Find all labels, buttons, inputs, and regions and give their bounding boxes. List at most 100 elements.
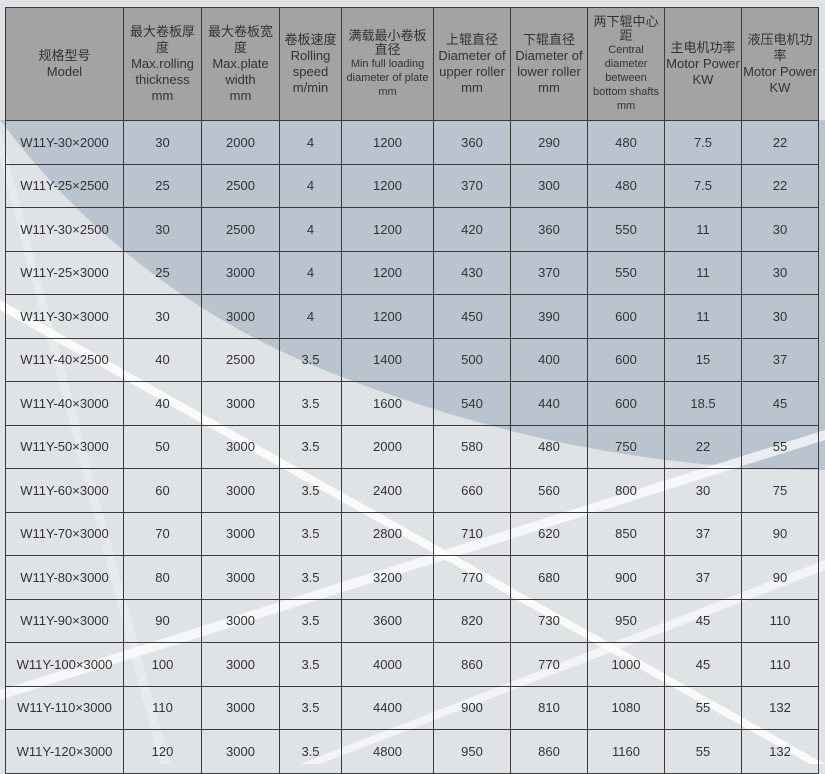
value-cell: 30 — [741, 250, 819, 295]
value-cell: 2400 — [341, 468, 434, 513]
value-cell: 3.5 — [279, 598, 342, 643]
value-cell: 90 — [123, 598, 202, 643]
value-cell: 4 — [279, 250, 342, 295]
column-header: 液压电机功率 Motor Power KW — [741, 7, 819, 121]
value-cell: 2800 — [341, 511, 434, 556]
header-cn: 卷板速度 — [284, 32, 337, 47]
value-cell: 30 — [741, 207, 819, 252]
value-cell: 3000 — [201, 642, 280, 687]
value-cell: 70 — [123, 511, 202, 556]
value-cell: 860 — [510, 729, 588, 774]
header-cn: 两下辊中心距 — [593, 14, 659, 43]
value-cell: 290 — [510, 120, 588, 165]
table-row: W11Y-60×3000 60 3000 3.5 2400 660 560 800 30 75 — [5, 468, 819, 513]
value-cell: 550 — [587, 250, 665, 295]
value-cell: 3.5 — [279, 642, 342, 687]
table-row: W11Y-40×2500 40 2500 3.5 1400 500 400 600 15 37 — [5, 337, 819, 382]
table-row: W11Y-90×3000 90 3000 3.5 3600 820 730 950 45 110 — [5, 598, 819, 643]
column-header: 最大卷板宽度 Max.plate width mm — [201, 7, 280, 121]
value-cell: 3.5 — [279, 337, 342, 382]
model-cell: W11Y-80×3000 — [5, 555, 124, 600]
table-row: W11Y-30×3000 30 3000 4 1200 450 390 600 11 30 — [5, 294, 819, 339]
header-en: Max.rolling thickness — [131, 56, 194, 87]
value-cell: 710 — [433, 511, 511, 556]
value-cell: 860 — [433, 642, 511, 687]
column-header: 卷板速度 Rolling speed m/min — [279, 7, 342, 121]
value-cell: 3000 — [201, 294, 280, 339]
header-unit: KW — [692, 72, 714, 87]
value-cell: 2000 — [341, 424, 434, 469]
header-en: Min full loading diameter of plate — [346, 58, 429, 84]
value-cell: 2500 — [201, 207, 280, 252]
header-cn: 规格型号 — [38, 48, 91, 63]
value-cell: 680 — [510, 555, 588, 600]
header-en: Diameter of upper roller — [438, 48, 506, 79]
value-cell: 900 — [433, 685, 511, 730]
value-cell: 25 — [123, 163, 202, 208]
value-cell: 4 — [279, 163, 342, 208]
value-cell: 2500 — [201, 163, 280, 208]
value-cell: 360 — [433, 120, 511, 165]
value-cell: 1200 — [341, 294, 434, 339]
table-row: W11Y-50×3000 50 3000 3.5 2000 580 480 750 22 55 — [5, 424, 819, 469]
value-cell: 90 — [741, 555, 819, 600]
model-cell: W11Y-30×2000 — [5, 120, 124, 165]
value-cell: 440 — [510, 381, 588, 426]
header-en: Max.plate width — [212, 56, 269, 87]
header-en: Central diameter between bottom shafts — [592, 44, 660, 98]
value-cell: 3000 — [201, 555, 280, 600]
value-cell: 660 — [433, 468, 511, 513]
model-cell: W11Y-25×2500 — [5, 163, 124, 208]
column-header: 下辊直径 Diameter of lower roller mm — [510, 7, 588, 121]
header-en: Motor Power — [666, 56, 740, 71]
model-cell: W11Y-60×3000 — [5, 468, 124, 513]
value-cell: 4800 — [341, 729, 434, 774]
value-cell: 400 — [510, 337, 588, 382]
column-header: 最大卷板厚度 Max.rolling thickness mm — [123, 7, 202, 121]
value-cell: 4 — [279, 120, 342, 165]
value-cell: 30 — [123, 207, 202, 252]
value-cell: 3.5 — [279, 381, 342, 426]
value-cell: 430 — [433, 250, 511, 295]
value-cell: 3000 — [201, 598, 280, 643]
value-cell: 480 — [587, 163, 665, 208]
value-cell: 4 — [279, 294, 342, 339]
header-unit: KW — [769, 80, 791, 95]
header-cn: 最大卷板宽度 — [207, 24, 273, 55]
value-cell: 450 — [433, 294, 511, 339]
header-en: Motor Power — [743, 64, 817, 79]
model-cell: W11Y-25×3000 — [5, 250, 124, 295]
column-header: 两下辊中心距 Central diameter between bottom sh… — [587, 7, 665, 121]
header-en: Model — [46, 64, 83, 79]
value-cell: 730 — [510, 598, 588, 643]
value-cell: 3000 — [201, 381, 280, 426]
value-cell: 3.5 — [279, 468, 342, 513]
header-unit: mm — [538, 80, 560, 95]
value-cell: 120 — [123, 729, 202, 774]
value-cell: 1600 — [341, 381, 434, 426]
value-cell: 75 — [741, 468, 819, 513]
value-cell: 420 — [433, 207, 511, 252]
value-cell: 30 — [123, 120, 202, 165]
value-cell: 1400 — [341, 337, 434, 382]
model-cell: W11Y-110×3000 — [5, 685, 124, 730]
value-cell: 30 — [741, 294, 819, 339]
value-cell: 11 — [664, 207, 742, 252]
value-cell: 40 — [123, 381, 202, 426]
value-cell: 22 — [664, 424, 742, 469]
value-cell: 110 — [123, 685, 202, 730]
value-cell: 480 — [587, 120, 665, 165]
value-cell: 11 — [664, 250, 742, 295]
value-cell: 950 — [433, 729, 511, 774]
value-cell: 1000 — [587, 642, 665, 687]
value-cell: 3.5 — [279, 729, 342, 774]
value-cell: 110 — [741, 598, 819, 643]
value-cell: 7.5 — [664, 120, 742, 165]
value-cell: 25 — [123, 250, 202, 295]
header-cn: 液压电机功率 — [747, 32, 813, 63]
value-cell: 3600 — [341, 598, 434, 643]
value-cell: 37 — [741, 337, 819, 382]
value-cell: 3.5 — [279, 685, 342, 730]
value-cell: 550 — [587, 207, 665, 252]
value-cell: 3200 — [341, 555, 434, 600]
